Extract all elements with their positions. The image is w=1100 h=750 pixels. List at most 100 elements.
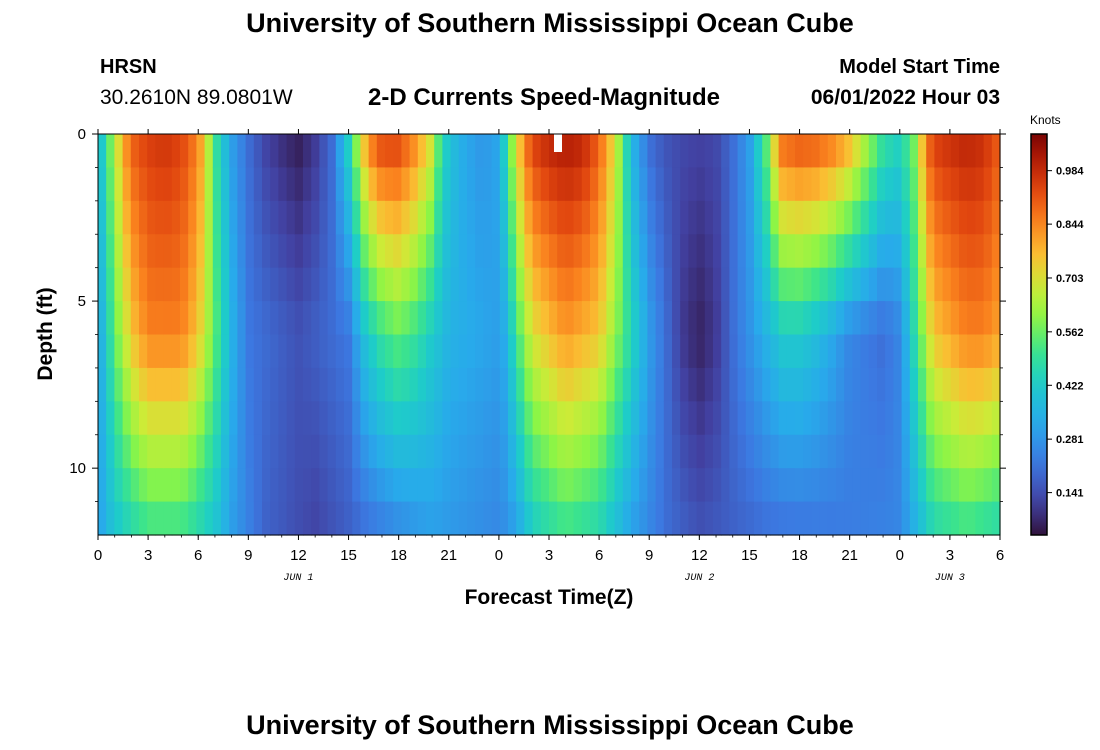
heatmap-cell [352,167,361,202]
heatmap-cell [803,401,812,436]
heatmap-cell [139,501,148,536]
heatmap-cell [212,501,222,536]
heatmap-cell [294,501,304,536]
heatmap-cell [401,134,411,169]
heatmap-cell [721,401,730,436]
heatmap-cell [672,134,681,169]
heatmap-cell [688,334,698,369]
heatmap-cell [852,401,862,436]
heatmap-cell [573,200,583,235]
time-marker [554,134,562,152]
heatmap-cell [622,200,632,235]
heatmap-cell [344,501,353,536]
heatmap-cell [524,267,534,302]
heatmap-cell [909,434,919,469]
heatmap-cell [385,200,394,235]
heatmap-cell [565,134,575,169]
heatmap-cell [836,200,845,235]
heatmap-cell [450,301,460,336]
heatmap-cell [860,234,870,269]
heatmap-cell [171,134,181,169]
heatmap-cell [901,234,911,269]
heatmap-cell [590,434,599,469]
heatmap-cell [278,167,288,202]
heatmap-cell [557,334,566,369]
heatmap-cell [393,301,402,336]
x-tick-label: 3 [946,547,954,564]
heatmap-cell [294,167,304,202]
heatmap-cell [385,301,394,336]
heatmap-cell [827,167,837,202]
heatmap-cell [508,167,517,202]
heatmap-cell [909,501,919,536]
heatmap-cell [106,301,115,336]
heatmap-cell [991,334,1001,369]
heatmap-cell [401,401,411,436]
heatmap-cell [778,367,788,402]
heatmap-cell [770,134,780,169]
heatmap-cell [426,267,435,302]
heatmap-cell [893,134,903,169]
heatmap-cell [786,134,796,169]
heatmap-cell [786,200,796,235]
heatmap-cell [204,468,214,503]
heatmap-cell [836,434,845,469]
heatmap-cell [221,468,230,503]
heatmap-cell [409,334,419,369]
heatmap-cell [221,234,230,269]
heatmap-cell [196,234,206,269]
heatmap-cell [204,301,214,336]
heatmap-cell [491,401,501,436]
heatmap-cell [327,301,337,336]
heatmap-cell [483,434,493,469]
heatmap-cell [557,367,566,402]
heatmap-cell [622,367,632,402]
heatmap-cell [344,367,353,402]
heatmap-cell [745,200,755,235]
heatmap-cell [475,501,484,536]
heatmap-cell [877,301,886,336]
heatmap-cell [499,501,509,536]
heatmap-cell [549,134,558,169]
heatmap-cell [795,334,804,369]
heatmap-cell [893,334,903,369]
heatmap-cell [360,200,370,235]
heatmap-cell [991,434,1001,469]
heatmap-cell [819,167,829,202]
heatmap-cell [180,167,189,202]
heatmap-cell [376,434,386,469]
heatmap-cell [426,234,435,269]
heatmap-cell [155,200,165,235]
heatmap-cell [868,234,878,269]
heatmap-cell [983,367,993,402]
heatmap-cell [114,234,124,269]
heatmap-cell [98,301,107,336]
heatmap-cell [286,167,296,202]
heatmap-cell [327,367,337,402]
heatmap-cell [188,200,197,235]
heatmap-cell [106,267,115,302]
heatmap-cell [475,334,484,369]
heatmap-cell [729,401,739,436]
heatmap-cell [557,501,566,536]
heatmap-cell [352,501,361,536]
heatmap-cell [786,234,796,269]
heatmap-cell [458,334,468,369]
heatmap-cell [639,501,648,536]
heatmap-cell [721,267,730,302]
heatmap-cell [729,334,739,369]
heatmap-cell [860,267,870,302]
heatmap-cell [639,401,648,436]
heatmap-cell [737,167,747,202]
heatmap-cell [893,401,903,436]
heatmap-cell [844,434,853,469]
heatmap-cell [319,468,329,503]
heatmap-cell [950,200,960,235]
heatmap-cell [155,134,165,169]
heatmap-cell [860,501,870,536]
heatmap-cell [663,267,673,302]
heatmap-cell [98,234,107,269]
heatmap-cell [770,301,780,336]
heatmap-cell [549,301,558,336]
heatmap-cell [549,267,558,302]
